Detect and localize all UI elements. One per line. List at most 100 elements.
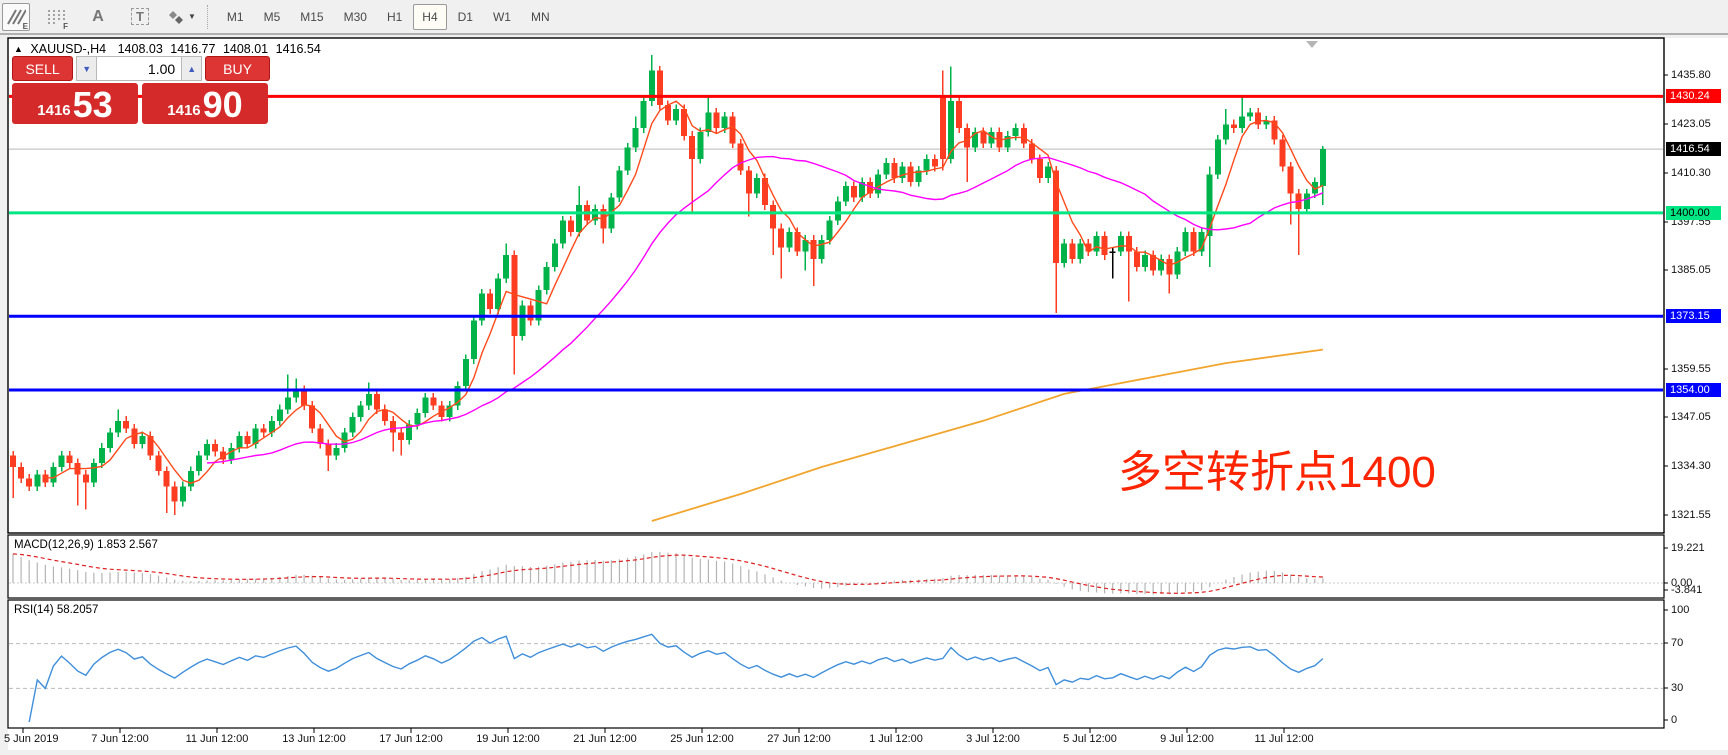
candle: [10, 455, 16, 468]
price-badge: 1430.24: [1666, 89, 1721, 104]
time-axis-label: 9 Jul 12:00: [1160, 733, 1214, 745]
candle: [446, 405, 453, 417]
timeframe-M5[interactable]: M5: [263, 9, 281, 24]
timeframe-D1[interactable]: D1: [457, 9, 473, 24]
timeframe-W1[interactable]: W1: [492, 9, 511, 24]
candle: [875, 174, 882, 194]
candle: [689, 135, 696, 159]
candle: [260, 428, 267, 433]
candle: [592, 209, 599, 221]
buy-price-pips: 90: [202, 84, 243, 125]
candle: [1158, 259, 1165, 271]
candle: [1255, 112, 1262, 125]
candle: [818, 239, 825, 260]
candle: [398, 432, 405, 441]
timeframe-group: M1 M5 M15 M30 H1 H4 D1 W1 MN: [217, 3, 560, 30]
candle: [123, 420, 130, 429]
candle: [406, 424, 413, 441]
timeframe-H1[interactable]: H1: [386, 9, 403, 24]
candle: [859, 182, 866, 198]
buy-button[interactable]: BUY: [205, 56, 270, 81]
candle: [988, 131, 995, 144]
text-label-icon[interactable]: A: [92, 7, 104, 25]
candle: [923, 158, 930, 171]
candle: [1061, 243, 1068, 263]
timeframe-H4[interactable]: H4: [413, 3, 447, 30]
candle: [915, 170, 922, 183]
indicator-axis-label: 30: [1671, 682, 1684, 694]
ma-fast-line: [45, 100, 1324, 484]
candle: [66, 455, 73, 464]
candle: [527, 305, 534, 321]
candle: [430, 397, 437, 406]
candle: [1230, 124, 1237, 129]
buy-price-box[interactable]: 1416 90: [142, 83, 268, 124]
candle: [478, 293, 485, 321]
candle: [673, 108, 680, 121]
candle: [947, 101, 954, 159]
indicator-axis-label: 0.00: [1671, 577, 1693, 589]
candle: [705, 112, 712, 132]
indicator-axis-label: 70: [1671, 637, 1684, 649]
price-tick-label: 1435.80: [1671, 69, 1711, 81]
candle: [1093, 235, 1100, 252]
sell-price-prefix: 1416: [37, 102, 71, 119]
arrow-objects-icon[interactable]: ▼: [166, 3, 197, 31]
candle: [365, 393, 372, 406]
candle: [50, 467, 57, 483]
time-axis-label: 11 Jun 12:00: [185, 733, 249, 745]
volume-increase-icon[interactable]: ▲: [181, 56, 203, 81]
sell-price-box[interactable]: 1416 53: [12, 83, 138, 124]
time-axis-label: 7 Jun 12:00: [91, 733, 149, 745]
volume-decrease-icon[interactable]: ▼: [76, 56, 98, 81]
collapse-panel-icon[interactable]: ▲: [14, 44, 23, 54]
one-click-trading-panel: SELL ▼ ▲ BUY 1416 53 1416 90: [12, 56, 270, 124]
candle: [495, 278, 502, 310]
candle: [899, 166, 906, 179]
volume-input[interactable]: [97, 56, 182, 81]
sell-button[interactable]: SELL: [12, 56, 74, 81]
candle: [786, 232, 793, 248]
candle: [624, 147, 631, 171]
candle: [171, 486, 178, 502]
candle: [163, 470, 170, 487]
candle: [139, 436, 146, 444]
candle: [761, 178, 768, 206]
candle: [737, 143, 744, 171]
candle: [1303, 193, 1310, 210]
candle: [252, 428, 259, 444]
tool-letter: E: [22, 21, 28, 31]
candle: [576, 205, 583, 233]
candle: [1045, 166, 1052, 179]
chart-shift-marker[interactable]: [1306, 41, 1318, 48]
candle: [414, 413, 421, 425]
candle: [826, 220, 833, 240]
textbox-icon[interactable]: T: [126, 3, 154, 31]
chart-annotation-text[interactable]: 多空转折点1400: [1118, 448, 1436, 497]
candle: [1109, 251, 1116, 253]
grid-icon[interactable]: F: [42, 3, 70, 31]
timeframe-M15[interactable]: M15: [300, 9, 324, 24]
candle: [212, 443, 219, 452]
time-axis-label: 11 Jul 12:00: [1254, 733, 1314, 745]
candle: [1190, 232, 1197, 252]
timeframe-M30[interactable]: M30: [343, 9, 367, 24]
candle: [632, 128, 639, 148]
candle: [454, 386, 461, 406]
candle: [187, 470, 194, 487]
candle: [1198, 232, 1205, 252]
candle: [1247, 112, 1254, 117]
candle: [1263, 120, 1270, 125]
candle: [1028, 143, 1035, 159]
candle: [357, 405, 364, 417]
timeframe-MN[interactable]: MN: [530, 9, 550, 24]
candle: [1117, 235, 1124, 252]
price-tick-label: 1321.55: [1671, 509, 1711, 521]
price-badge: 1354.00: [1666, 383, 1721, 398]
candle: [301, 390, 308, 406]
timeframe-M1[interactable]: M1: [226, 9, 244, 24]
candle: [567, 220, 574, 233]
candle: [98, 447, 105, 464]
expert-advisor-icon[interactable]: E: [2, 2, 30, 31]
